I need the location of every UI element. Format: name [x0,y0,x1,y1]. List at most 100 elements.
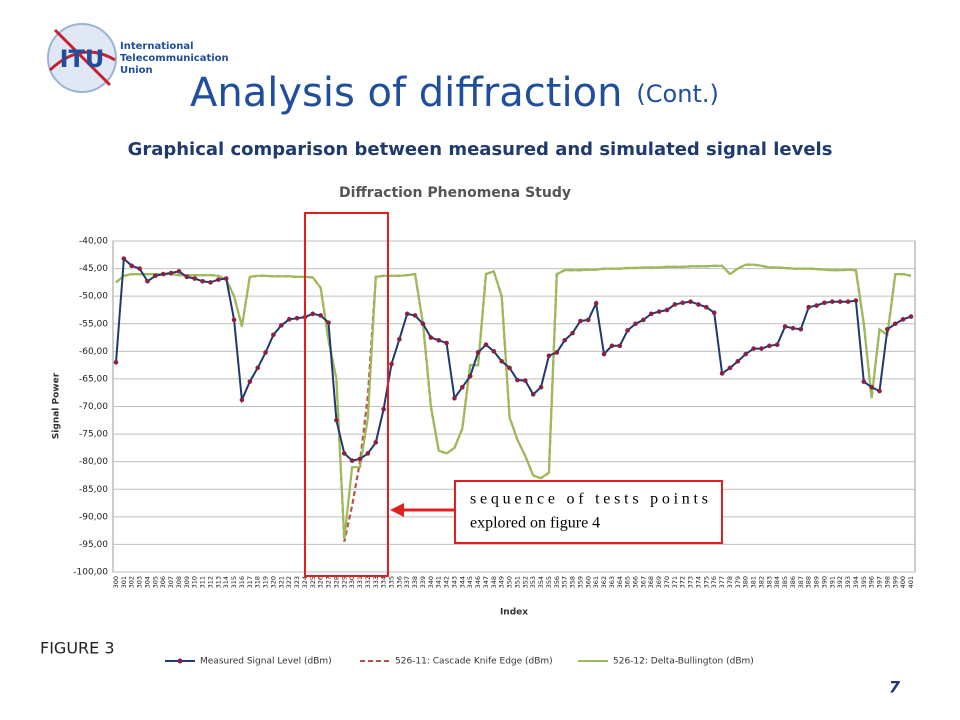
y-tick-label: -75,00 [79,430,108,440]
data-point [633,321,638,327]
data-point [585,317,591,323]
x-tick-label: 386 [789,576,797,588]
x-tick-label: 304 [143,576,151,588]
data-point [365,451,371,456]
x-tick-label: 375 [702,576,710,588]
data-point [483,342,489,348]
data-point [239,397,245,403]
x-tick-label: 391 [828,576,836,588]
data-point [578,318,583,324]
data-point [877,388,882,394]
x-tick-label: 338 [411,576,419,588]
y-tick-label: -70,00 [79,402,108,412]
x-tick-label: 319 [262,576,270,588]
data-point [538,384,544,390]
legend: Measured Signal Level (dBm) 526-11: Casca… [165,657,754,667]
y-tick-label: -50,00 [79,292,108,302]
data-point [562,338,567,343]
x-tick-label: 355 [545,576,553,588]
x-tick-label: 389 [813,576,821,588]
arrow-head [390,503,404,517]
x-tick-label: 369 [655,576,663,588]
data-point [286,317,292,322]
annotation-box [454,480,723,544]
x-tick-label: 349 [498,576,506,588]
x-tick-label: 363 [608,576,616,588]
x-tick-label: 321 [277,576,285,588]
x-tick-label: 348 [490,576,498,588]
legend-label: 526-11: Cascade Knife Edge (dBm) [395,657,553,667]
data-point [231,317,237,323]
data-point [908,314,914,319]
data-point [711,310,717,316]
data-point [216,277,221,282]
x-tick-label: 325 [309,576,317,588]
data-point [129,263,135,269]
data-point [271,332,276,338]
data-point [892,321,898,327]
y-tick-label: -85,00 [79,485,108,495]
data-point [664,307,670,313]
org-name: Union [120,65,153,76]
data-point [735,358,741,364]
x-tick-label: 350 [506,576,514,588]
x-tick-label: 367 [639,576,647,588]
data-point [743,351,749,357]
x-tick-label: 360 [584,576,592,588]
data-point [326,320,331,325]
chart-title: Diffraction Phenomena Study [339,185,571,201]
x-tick-label: 351 [513,576,521,588]
x-tick-label: 313 [214,576,222,588]
data-point [523,378,528,383]
x-tick-label: 300 [112,576,120,588]
data-point [507,365,512,371]
data-point [310,311,316,317]
data-point [530,392,536,397]
data-point [751,346,756,351]
data-point [334,417,339,423]
data-point [570,330,575,336]
data-point [499,358,504,364]
y-tick-label: -55,00 [79,319,108,329]
data-point [491,349,497,354]
x-tick-label: 327 [325,576,333,588]
data-point [515,377,520,383]
data-point [357,456,363,462]
x-tick-label: 372 [679,576,687,588]
x-tick-label: 339 [419,576,427,588]
x-tick-label: 345 [466,576,474,588]
x-tick-label: 380 [742,576,750,588]
x-tick-label: 307 [167,576,175,588]
data-point [341,451,347,456]
y-tick-label: -65,00 [79,374,108,384]
x-tick-label: 398 [883,576,891,588]
data-point [601,351,607,357]
data-point [397,336,402,342]
data-point [727,365,733,371]
data-point [349,458,355,463]
data-point [389,361,394,367]
y-axis-label: Signal Power [52,372,62,439]
x-tick-label: 353 [529,576,537,588]
data-point [176,269,182,274]
x-tick-label: 357 [561,576,569,588]
x-tick-label: 335 [387,576,395,588]
data-point [696,302,701,307]
annotation-text: explored on figure 4 [470,515,600,532]
x-tick-label: 303 [136,576,144,588]
data-point [278,323,284,328]
figure-label: FIGURE 3 [40,639,115,658]
x-tick-label: 330 [348,576,356,588]
y-tick-label: -40,00 [79,237,108,247]
data-point [404,311,410,317]
highlight-box [304,212,389,577]
data-point [845,299,851,304]
data-point [475,350,481,355]
x-tick-label: 381 [750,576,758,588]
data-point [428,335,434,340]
x-tick-label: 361 [592,576,600,588]
x-tick-label: 311 [199,576,207,588]
data-point [617,343,623,349]
